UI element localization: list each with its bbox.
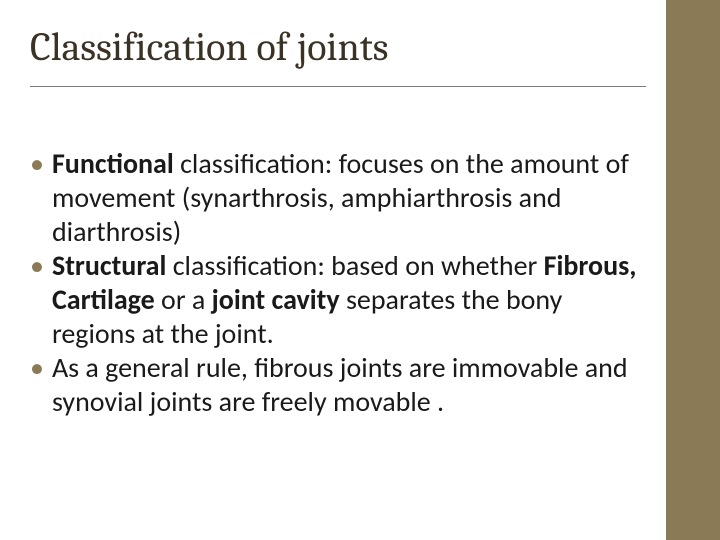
bullet-item: •As a general rule, fibrous joints are i…: [30, 351, 646, 419]
bullet-marker-icon: •: [30, 249, 44, 283]
slide-body: •Functional classification: focuses on t…: [30, 147, 646, 419]
bullet-marker-icon: •: [30, 351, 44, 385]
bullet-marker-icon: •: [30, 147, 44, 181]
slide-content: Classification of joints •Functional cla…: [0, 0, 666, 540]
slide-title: Classification of joints: [30, 24, 646, 87]
bullet-text: Structural classification: based on whet…: [52, 249, 646, 351]
bullet-item: •Structural classification: based on whe…: [30, 249, 646, 351]
bullet-text: Functional classification: focuses on th…: [52, 147, 646, 249]
bullet-item: •Functional classification: focuses on t…: [30, 147, 646, 249]
accent-band: [666, 0, 720, 540]
bullet-text: As a general rule, fibrous joints are im…: [52, 351, 646, 419]
